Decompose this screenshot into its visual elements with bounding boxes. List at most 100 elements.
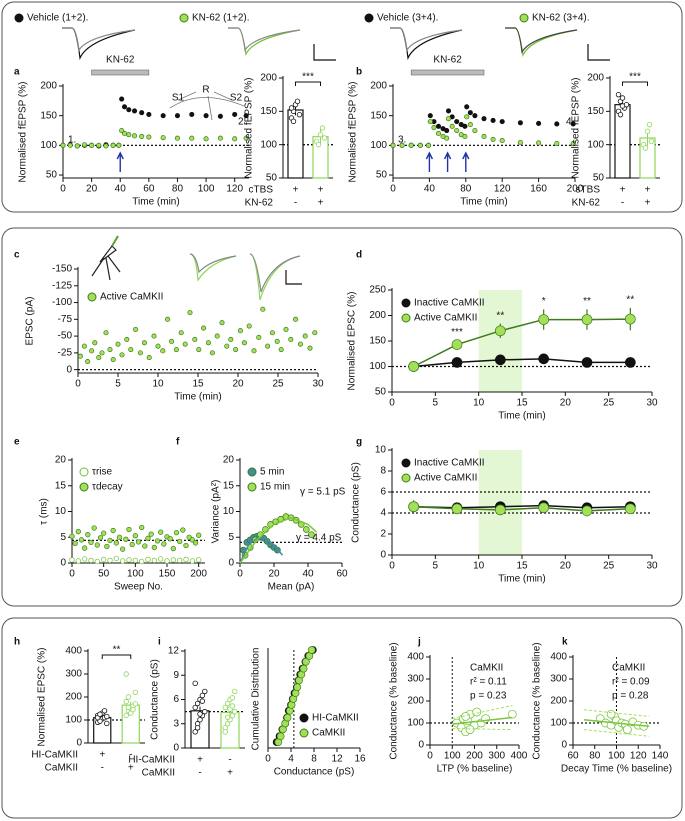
y-tick-label: 50 [266, 173, 278, 184]
y-tick-label: 150 [260, 106, 277, 117]
data-point [224, 700, 231, 707]
data-point [129, 541, 135, 548]
data-point [96, 142, 102, 148]
x-tick-label: 10 [152, 379, 164, 390]
y-tick-label: 8 [380, 466, 386, 477]
data-point [427, 119, 433, 125]
y-tick-label: 10 [223, 506, 235, 517]
data-point [139, 524, 145, 531]
legend-label: Vehicle (1+2). [27, 13, 88, 24]
series-line [239, 516, 318, 564]
x-tick-label: 20 [560, 561, 572, 572]
significance-label: *** [629, 72, 641, 83]
x-tick-label: 100 [127, 569, 144, 580]
x-tick-label: 0 [75, 379, 81, 390]
panel-letter: k [562, 637, 568, 648]
data-point [197, 717, 203, 723]
data-point [155, 343, 161, 349]
data-point [205, 340, 211, 346]
y-tick-label: 100 [260, 139, 277, 150]
x-tick-label: 200 [567, 184, 584, 195]
data-point [132, 533, 138, 539]
panel-letter: c [14, 250, 20, 261]
chart: 0 100 200 300 400 Normalised EPSC (%) h + HI-CaM… [14, 637, 145, 774]
y-axis-label: EPSC (pA) [25, 297, 36, 346]
x-tick-label: 400 [511, 751, 528, 762]
data-point [85, 359, 91, 365]
legend-label: Vehicle (3+4). [377, 13, 438, 24]
data-point [116, 142, 122, 148]
condition-label: HI-CaMKII [31, 750, 78, 761]
y-tick-label: 100 [550, 718, 567, 729]
data-point [624, 313, 636, 325]
data-point [110, 142, 116, 148]
data-point [222, 704, 228, 711]
data-point [119, 352, 125, 358]
data-point [232, 688, 238, 695]
data-point [169, 338, 175, 345]
significance-label: * [542, 296, 546, 307]
stimulus-arrow [462, 151, 470, 172]
x-tick-label: 30 [646, 561, 658, 572]
data-point [160, 135, 166, 141]
data-point [113, 540, 119, 546]
data-point [241, 340, 247, 346]
data-point [454, 119, 460, 125]
legend-marker [87, 292, 97, 302]
x-tick-label: 100 [444, 751, 461, 762]
y-tick-label: 2 [380, 529, 386, 540]
data-point [219, 320, 225, 326]
y-axis-label: Normalised EPSC (%) [347, 292, 358, 391]
x-tick-label: 60 [143, 184, 155, 195]
x-tick-label: 15 [516, 398, 528, 409]
y-tick-label: 0 [173, 743, 179, 754]
data-point [467, 122, 473, 128]
data-point [125, 694, 132, 700]
data-point [151, 333, 157, 339]
panel-letter: f [176, 437, 180, 448]
x-tick-label: 0 [427, 751, 433, 762]
x-axis-label: Time (min) [460, 197, 507, 208]
data-point [464, 104, 470, 110]
data-point [435, 130, 442, 137]
data-point [536, 140, 542, 146]
x-tick-label: 120 [630, 751, 647, 762]
data-point [229, 703, 236, 709]
y-tick-label: 15 [55, 480, 67, 491]
data-point [115, 341, 121, 347]
panel-box [1, 227, 683, 607]
chart: 0 100 200 300 400 60 80 100 120 140 Decay Time (% … [532, 637, 672, 775]
significance-label: ** [113, 645, 121, 656]
data-point [69, 557, 75, 563]
data-point [139, 133, 145, 140]
data-point [137, 350, 143, 356]
data-point [246, 323, 252, 329]
data-point [517, 120, 523, 126]
legend-label: τdecay [92, 482, 123, 493]
data-point [606, 709, 616, 719]
data-point [167, 536, 173, 542]
data-point [229, 712, 236, 719]
data-point [444, 127, 450, 134]
x-axis-label: Decay Time (% baseline) [561, 764, 672, 775]
chart: 50 100 150 200 Normalised fEPSP (%) + sTBS - KN-… [571, 72, 660, 209]
x-tick-label: 5 [433, 561, 439, 572]
schematic-label: S1 [172, 93, 185, 104]
y-axis-label: Normalised fEPSP (%) [571, 78, 582, 179]
data-point [75, 528, 81, 535]
data-point [132, 689, 139, 696]
data-point [183, 556, 189, 563]
data-point [237, 328, 243, 334]
data-point [139, 558, 145, 565]
annotation: p = 0.28 [612, 691, 649, 702]
chart: 50 100 150 200 0 40 80 120 160 200 Time (min) Norma… [348, 13, 590, 208]
legend-marker [79, 467, 89, 477]
data-point [617, 111, 624, 118]
x-tick-label: 20 [86, 184, 98, 195]
series-line [452, 716, 513, 725]
chart: -150 -125 -100 -75 -50 -25 00 5 10 15 20 25 30 Time (… [14, 250, 324, 403]
condition-label: cTBS [249, 185, 274, 196]
y-tick-label: 15 [223, 480, 235, 491]
data-point [170, 545, 176, 552]
